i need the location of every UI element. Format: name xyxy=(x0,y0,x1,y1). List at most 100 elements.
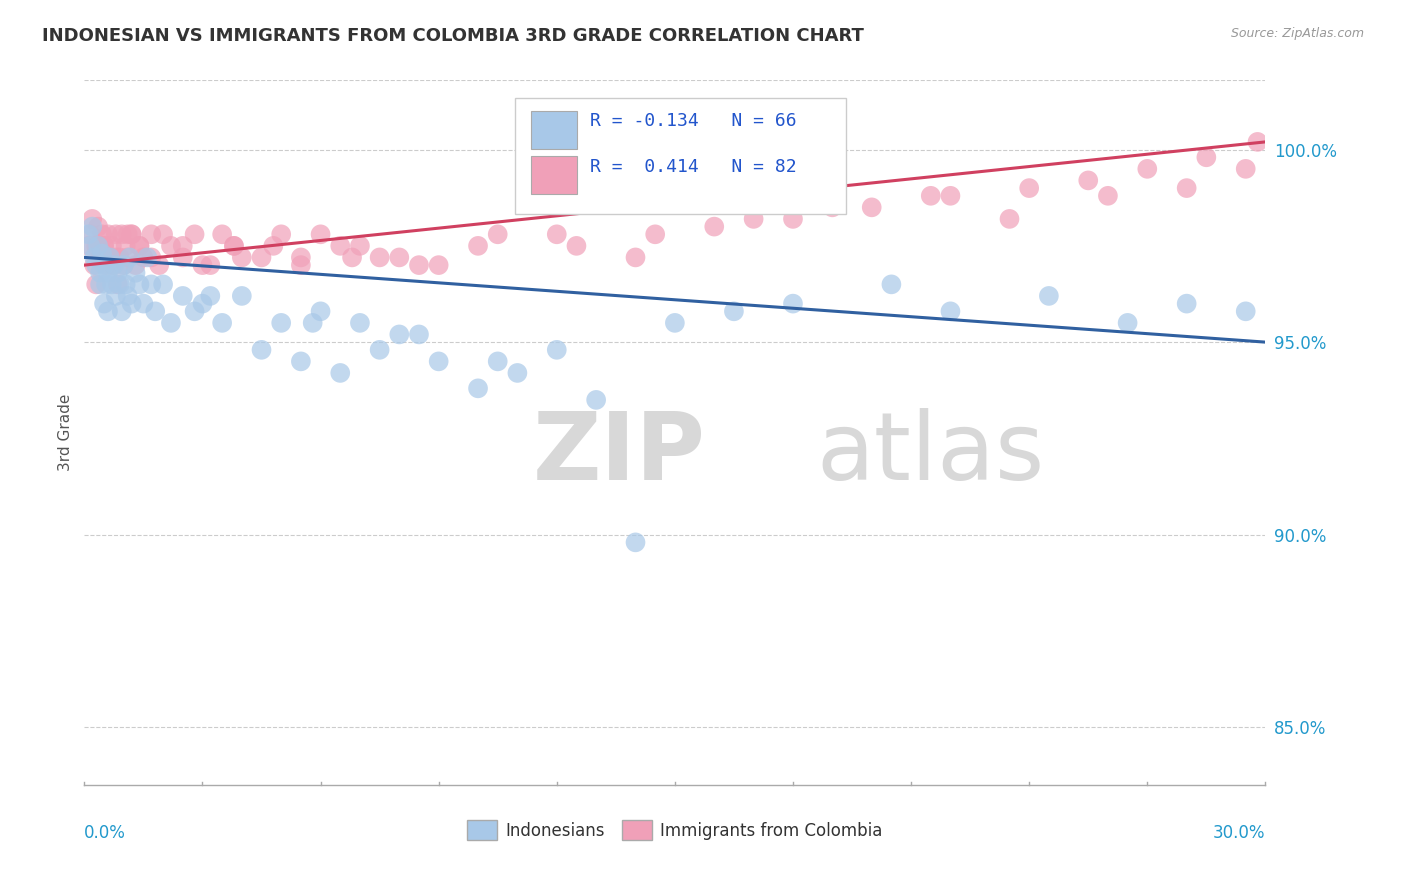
Point xyxy=(117,251,139,265)
Point xyxy=(118,251,141,265)
Point xyxy=(124,258,146,272)
Point xyxy=(821,200,844,214)
Point xyxy=(98,251,121,265)
Point xyxy=(290,354,312,368)
Point xyxy=(270,316,292,330)
Point xyxy=(121,227,143,242)
Point xyxy=(644,227,666,242)
Point xyxy=(114,239,136,253)
Point xyxy=(91,227,114,242)
Point xyxy=(222,239,245,253)
Point xyxy=(183,227,205,242)
Point xyxy=(231,251,253,265)
Point xyxy=(585,392,607,407)
Text: R = -0.134   N = 66: R = -0.134 N = 66 xyxy=(591,112,796,130)
Point xyxy=(101,277,124,292)
Point xyxy=(152,277,174,292)
Text: INDONESIAN VS IMMIGRANTS FROM COLOMBIA 3RD GRADE CORRELATION CHART: INDONESIAN VS IMMIGRANTS FROM COLOMBIA 3… xyxy=(42,27,865,45)
Point xyxy=(89,251,111,265)
Point xyxy=(309,304,332,318)
Point xyxy=(467,239,489,253)
Point xyxy=(83,251,105,265)
Point xyxy=(486,354,509,368)
Point xyxy=(97,304,120,318)
Point xyxy=(427,258,450,272)
Point xyxy=(94,277,117,292)
Point xyxy=(108,251,131,265)
Point xyxy=(128,239,150,253)
Point xyxy=(211,227,233,242)
Point xyxy=(143,304,166,318)
Point xyxy=(1097,189,1119,203)
FancyBboxPatch shape xyxy=(516,98,846,214)
Point xyxy=(250,343,273,357)
Point xyxy=(742,211,765,226)
Point xyxy=(329,366,352,380)
Point xyxy=(1234,304,1257,318)
Point xyxy=(290,258,312,272)
Point xyxy=(172,251,194,265)
Point xyxy=(1234,161,1257,176)
Point xyxy=(132,251,155,265)
Point xyxy=(121,227,143,242)
Point xyxy=(388,327,411,342)
Point xyxy=(93,239,115,253)
Point xyxy=(93,258,115,272)
Point xyxy=(340,251,363,265)
Point xyxy=(200,258,222,272)
Point xyxy=(101,258,124,272)
Point xyxy=(160,239,183,253)
Point xyxy=(506,366,529,380)
Point xyxy=(107,266,129,280)
Point xyxy=(152,227,174,242)
Point xyxy=(141,251,163,265)
Y-axis label: 3rd Grade: 3rd Grade xyxy=(58,394,73,471)
Point xyxy=(82,211,104,226)
Point xyxy=(262,239,284,253)
Point xyxy=(427,354,450,368)
Point xyxy=(136,251,159,265)
Point xyxy=(231,289,253,303)
Point xyxy=(782,211,804,226)
Point xyxy=(103,258,125,272)
Point xyxy=(172,289,194,303)
Point xyxy=(191,296,214,310)
Point xyxy=(89,277,111,292)
Point xyxy=(87,239,110,253)
Point xyxy=(104,289,127,303)
Point xyxy=(211,316,233,330)
Point xyxy=(546,343,568,357)
Text: ZIP: ZIP xyxy=(533,408,706,500)
Point xyxy=(1038,289,1060,303)
Point xyxy=(782,296,804,310)
Point xyxy=(93,296,115,310)
Point xyxy=(546,227,568,242)
Point xyxy=(104,227,127,242)
FancyBboxPatch shape xyxy=(531,156,576,194)
Text: 30.0%: 30.0% xyxy=(1213,823,1265,842)
Point xyxy=(250,251,273,265)
Point xyxy=(128,277,150,292)
Point xyxy=(998,211,1021,226)
Point xyxy=(349,316,371,330)
Point xyxy=(880,277,903,292)
Point xyxy=(101,239,124,253)
Point xyxy=(624,535,647,549)
Point xyxy=(84,239,107,253)
Point xyxy=(124,266,146,280)
Point xyxy=(83,258,105,272)
Point xyxy=(368,251,391,265)
Point xyxy=(1246,135,1268,149)
Point xyxy=(664,316,686,330)
Point xyxy=(624,251,647,265)
Point xyxy=(920,189,942,203)
Point xyxy=(111,227,134,242)
Point xyxy=(565,239,588,253)
Point xyxy=(172,239,194,253)
Point xyxy=(222,239,245,253)
Point xyxy=(97,227,120,242)
Point xyxy=(939,304,962,318)
Point xyxy=(368,343,391,357)
Point xyxy=(408,327,430,342)
Point xyxy=(160,316,183,330)
